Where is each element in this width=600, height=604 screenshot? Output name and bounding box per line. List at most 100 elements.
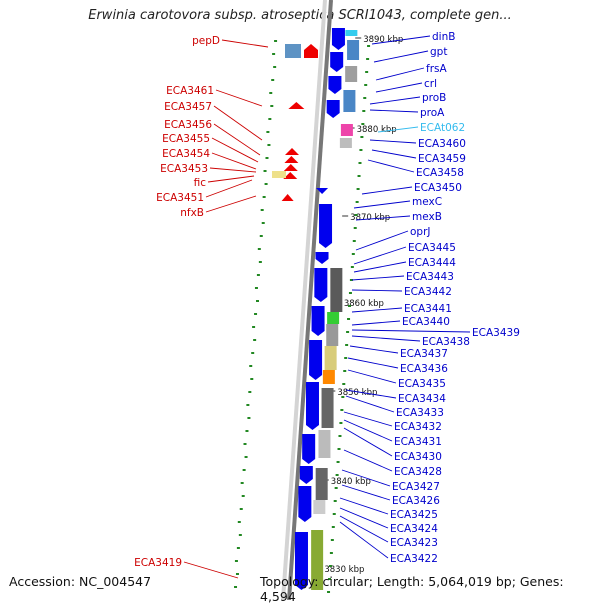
gene-label-fic[interactable]: fic [194,177,207,189]
gene-label-eca3436[interactable]: ECA3436 [400,363,448,375]
gene-label-eca3451[interactable]: ECA3451 [156,192,204,204]
gene-arrow[interactable] [326,100,340,118]
gene-arrow[interactable] [311,306,325,336]
gene-label-eca3456[interactable]: ECA3456 [164,119,212,131]
gene-label-dinb[interactable]: dinB [432,31,455,43]
gene-label-pepd[interactable]: pepD [192,35,220,47]
gene-label-prob[interactable]: proB [422,92,446,104]
gene-label-eca3457[interactable]: ECA3457 [164,101,212,113]
gene-block[interactable] [330,268,343,312]
gene-arrow[interactable] [302,434,316,464]
gene-block[interactable] [343,90,356,112]
gene-arrow-red[interactable] [281,194,294,201]
gene-label-eca3458[interactable]: ECA3458 [416,167,464,179]
gene-tick [333,500,337,502]
gene-tick [338,435,342,437]
gene-tick [347,318,351,320]
gene-label-eca3441[interactable]: ECA3441 [404,303,452,315]
gene-arrow-red[interactable] [304,44,318,58]
gene-label-eca3439[interactable]: ECA3439 [472,327,520,339]
gene-block[interactable] [339,138,352,148]
gene-block[interactable] [321,388,334,428]
gene-block[interactable] [326,324,339,346]
gene-block[interactable] [285,44,301,58]
gene-label-eca3424[interactable]: ECA3424 [390,523,438,535]
gene-arrow-red[interactable] [283,172,298,179]
gene-label-oprj[interactable]: oprJ [410,226,431,238]
gene-arrow[interactable] [331,28,345,50]
gene-label-mexc[interactable]: mexC [412,196,442,208]
gene-arrow[interactable] [294,532,308,590]
gene-label-eca3453[interactable]: ECA3453 [160,163,208,175]
gene-label-gpt[interactable]: gpt [430,46,447,58]
gene-label-eca3461[interactable]: ECA3461 [166,85,214,97]
gene-label-crl[interactable]: crl [424,78,437,90]
gene-arrow[interactable] [314,268,328,302]
gene-label-eca3427[interactable]: ECA3427 [392,481,440,493]
gene-arrow-red[interactable] [284,156,299,163]
gene-tick [262,196,266,198]
gene-arrow[interactable] [315,252,329,264]
gene-label-eca3423[interactable]: ECA3423 [390,537,438,549]
leader-line-gpt [373,50,429,63]
gene-block[interactable] [324,346,337,370]
gene-block[interactable] [327,312,340,324]
gene-label-eca3454[interactable]: ECA3454 [162,148,210,160]
gene-label-eca3445[interactable]: ECA3445 [408,242,456,254]
gene-label-eca3419[interactable]: ECA3419 [134,557,182,569]
gene-block[interactable] [340,124,353,136]
gene-arrow[interactable] [298,486,312,522]
gene-arrow[interactable] [299,466,313,484]
gene-label-eca3435[interactable]: ECA3435 [398,378,446,390]
gene-label-eca3433[interactable]: ECA3433 [396,407,444,419]
gene-label-mexb[interactable]: mexB [412,211,442,223]
gene-tick [335,474,339,476]
gene-block[interactable] [315,468,328,500]
trna-block[interactable] [345,30,358,36]
gene-label-eca3442[interactable]: ECA3442 [404,286,452,298]
leader-line-eca3439 [351,329,471,333]
gene-block[interactable] [322,370,335,384]
gene-label-eca3438[interactable]: ECA3438 [422,336,470,348]
gene-label-eca3431[interactable]: ECA3431 [394,436,442,448]
gene-label-eca3422[interactable]: ECA3422 [390,553,438,565]
gene-label-nfxb[interactable]: nfxB [180,207,204,219]
gene-label-eca3432[interactable]: ECA3432 [394,421,442,433]
gene-block[interactable] [272,171,286,178]
gene-arrow[interactable] [330,52,344,72]
gene-block[interactable] [347,40,360,60]
gene-arrow-red[interactable] [288,102,305,109]
gene-arrow[interactable] [319,204,333,248]
gene-label-eca3437[interactable]: ECA3437 [400,348,448,360]
gene-block[interactable] [345,66,358,82]
gene-label-eca3450[interactable]: ECA3450 [414,182,462,194]
gene-arrow[interactable] [328,76,342,94]
gene-tick [358,162,362,164]
gene-label-eca3434[interactable]: ECA3434 [398,393,446,405]
gene-label-eca3459[interactable]: ECA3459 [418,153,466,165]
gene-arrow[interactable] [305,382,319,430]
gene-label-eca3440[interactable]: ECA3440 [402,316,450,328]
gene-arrow-red[interactable] [283,164,298,171]
gene-label-eca3425[interactable]: ECA3425 [390,509,438,521]
gene-label-ecat062[interactable]: ECAt062 [420,122,465,134]
gene-label-proa[interactable]: proA [420,107,445,119]
gene-label-eca3460[interactable]: ECA3460 [418,138,466,150]
gene-label-frsa[interactable]: frsA [426,63,447,75]
gene-arrow[interactable] [309,340,323,380]
gene-block[interactable] [318,430,331,458]
gene-label-eca3430[interactable]: ECA3430 [394,451,442,463]
gene-label-eca3444[interactable]: ECA3444 [408,257,456,269]
gene-label-eca3426[interactable]: ECA3426 [392,495,440,507]
gene-arrow[interactable] [316,188,329,194]
gene-label-eca3455[interactable]: ECA3455 [162,133,210,145]
gene-label-eca3443[interactable]: ECA3443 [406,271,454,283]
gene-tick [336,461,340,463]
leader-line-eca3436 [347,357,399,369]
gene-block[interactable] [311,530,324,590]
leader-line-eca3424 [339,507,389,529]
gene-arrow-red[interactable] [285,148,299,155]
gene-block[interactable] [313,500,326,514]
gene-label-eca3428[interactable]: ECA3428 [394,466,442,478]
